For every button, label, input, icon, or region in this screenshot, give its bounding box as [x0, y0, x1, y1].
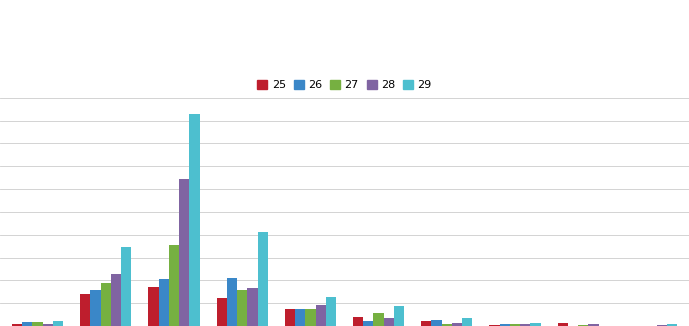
Bar	[111, 274, 121, 326]
Bar	[258, 232, 268, 326]
Bar	[90, 290, 101, 326]
Bar	[285, 309, 295, 326]
Bar	[179, 179, 189, 326]
Bar	[588, 324, 599, 326]
Bar	[189, 114, 200, 326]
Bar	[12, 324, 22, 326]
Bar	[326, 297, 336, 326]
Bar	[510, 324, 520, 326]
Bar	[247, 288, 258, 326]
Bar	[531, 323, 541, 326]
Bar	[578, 325, 588, 326]
Bar	[520, 324, 531, 326]
Bar	[353, 317, 363, 326]
Bar	[227, 278, 237, 326]
Bar	[305, 309, 316, 326]
Bar	[169, 245, 179, 326]
Bar	[53, 320, 63, 326]
Bar	[363, 320, 373, 326]
Bar	[148, 287, 158, 326]
Bar	[295, 309, 305, 326]
Bar	[121, 247, 132, 326]
Bar	[43, 324, 53, 326]
Bar	[22, 322, 32, 326]
Bar	[557, 323, 568, 326]
Bar	[216, 298, 227, 326]
Bar	[431, 320, 442, 326]
Bar	[394, 306, 404, 326]
Text: 6. Covid-19 fall rapporterat uppdelat på åldersgrupp per vecka
(vecka 25 – vecka: 6. Covid-19 fall rapporterat uppdelat på…	[6, 7, 449, 40]
Bar	[237, 290, 247, 326]
Bar	[421, 321, 431, 326]
Bar	[373, 313, 384, 326]
Bar	[489, 325, 500, 326]
Bar	[452, 323, 462, 326]
Bar	[462, 318, 473, 326]
Bar	[101, 283, 111, 326]
Legend: 25, 26, 27, 28, 29: 25, 26, 27, 28, 29	[253, 75, 436, 95]
Bar	[657, 325, 667, 326]
Bar	[316, 304, 326, 326]
Bar	[442, 324, 452, 326]
Bar	[32, 322, 43, 326]
Bar	[667, 324, 677, 326]
Bar	[500, 324, 510, 326]
Bar	[384, 318, 394, 326]
Bar	[80, 294, 90, 326]
Bar	[158, 279, 169, 326]
